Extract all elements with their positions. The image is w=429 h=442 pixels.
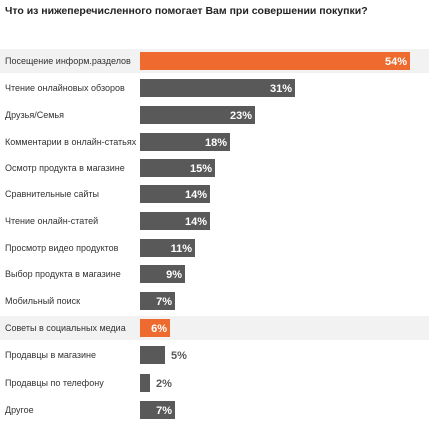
category-label: Выбор продукта в магазине: [5, 269, 121, 279]
bar: [140, 133, 230, 151]
highlighted-bar: [140, 319, 170, 337]
category-label: Посещение информ.разделов: [5, 56, 131, 66]
value-label: 54%: [385, 56, 407, 68]
value-label: 18%: [205, 137, 227, 149]
bar: [140, 106, 255, 124]
category-label: Советы в социальных медиа: [5, 323, 126, 333]
bar: [140, 292, 175, 310]
value-label: 14%: [185, 189, 207, 201]
value-label: 11%: [171, 243, 193, 255]
highlight-row-background: [0, 316, 429, 340]
bar: [140, 401, 175, 419]
category-label: Мобильный поиск: [5, 296, 80, 306]
value-label: 2%: [156, 378, 172, 390]
category-label: Другое: [5, 405, 34, 415]
bar: [140, 159, 215, 177]
chart-title: Что из нижеперечисленного помогает Вам п…: [5, 5, 368, 17]
bar: [140, 374, 150, 392]
value-label: 31%: [270, 83, 292, 95]
category-label: Чтение онлайн-статей: [5, 216, 98, 226]
value-label: 7%: [156, 296, 172, 308]
value-label: 14%: [185, 216, 207, 228]
value-label: 23%: [230, 110, 252, 122]
value-label: 9%: [166, 269, 182, 281]
category-label: Продавцы по телефону: [5, 378, 104, 388]
value-label: 7%: [156, 405, 172, 417]
category-label: Продавцы в магазине: [5, 350, 96, 360]
bar: [140, 185, 210, 203]
bar: [140, 239, 195, 257]
value-label: 15%: [190, 163, 212, 175]
bar: [140, 79, 295, 97]
category-label: Комментарии в онлайн-статьях: [5, 137, 137, 147]
bar: [140, 212, 210, 230]
category-label: Сравнительные сайты: [5, 189, 99, 199]
value-label: 6%: [151, 323, 167, 335]
bar: [140, 346, 165, 364]
category-label: Просмотр видео продуктов: [5, 243, 119, 253]
category-label: Друзья/Семья: [5, 110, 64, 120]
highlighted-bar: [140, 52, 410, 70]
value-label: 5%: [171, 350, 187, 362]
category-label: Чтение онлайновых обзоров: [5, 83, 125, 93]
bar: [140, 265, 185, 283]
category-label: Осмотр продукта в магазине: [5, 163, 125, 173]
